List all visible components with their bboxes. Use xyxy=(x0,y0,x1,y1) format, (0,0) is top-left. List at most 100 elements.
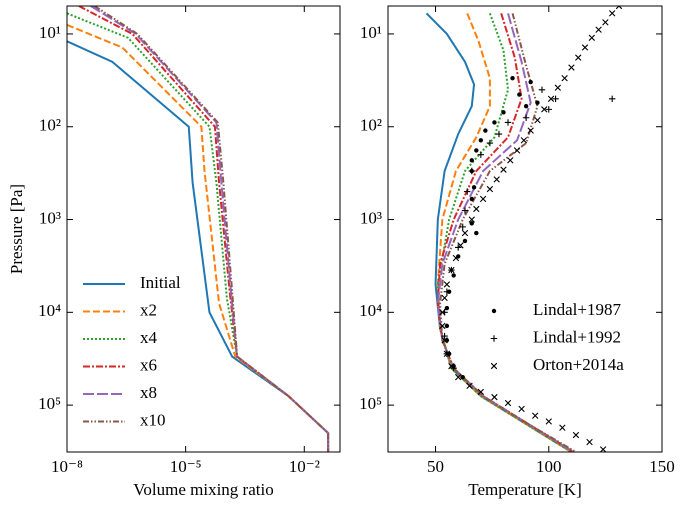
marker-x xyxy=(568,64,575,71)
y-tick-label: 10¹ xyxy=(39,23,61,42)
marker-x xyxy=(461,229,469,237)
marker-x xyxy=(520,137,528,144)
marker-plus xyxy=(522,114,530,121)
marker-plus xyxy=(538,86,546,94)
marker-x xyxy=(527,127,534,134)
x-tick-label: 100 xyxy=(536,457,562,476)
marker-x xyxy=(448,266,455,274)
marker-x xyxy=(588,34,595,41)
y-tick-label: 10² xyxy=(360,116,382,135)
marker-plus xyxy=(459,223,466,231)
y-tick-label: 10⁴ xyxy=(359,301,382,320)
legend-label: x10 xyxy=(140,410,166,429)
y-tick-label: 10² xyxy=(39,116,61,135)
plot-area xyxy=(67,6,330,452)
legend-label: x2 xyxy=(140,300,157,319)
marker-x xyxy=(493,176,500,183)
marker-dot xyxy=(492,120,497,125)
marker-dot xyxy=(462,238,468,244)
marker-plus xyxy=(441,332,448,340)
y-tick-label: 10³ xyxy=(360,208,382,227)
marker-x xyxy=(477,388,485,396)
marker-x xyxy=(452,254,460,262)
marker-x xyxy=(441,337,448,344)
marker-x xyxy=(473,205,480,213)
marker-plus xyxy=(495,130,503,138)
marker-dot xyxy=(517,92,522,97)
marker-plus xyxy=(468,167,475,175)
marker-dot xyxy=(469,221,474,226)
marker-x xyxy=(532,412,539,419)
marker-x xyxy=(457,242,464,249)
x-tick-label: 150 xyxy=(649,457,675,476)
series-line xyxy=(436,12,572,452)
plot-area xyxy=(425,6,623,452)
marker-dot xyxy=(451,273,456,278)
series-line xyxy=(436,13,575,452)
marker-x xyxy=(500,166,507,173)
marker-x xyxy=(575,54,582,61)
marker-x xyxy=(554,84,562,91)
marker-x xyxy=(602,19,609,26)
marker-x xyxy=(490,362,498,370)
marker-x xyxy=(486,185,494,193)
marker-dot xyxy=(501,110,506,115)
series-line xyxy=(425,12,572,452)
y-axis-label: Pressure [Pa] xyxy=(7,184,26,274)
marker-dot xyxy=(444,305,450,311)
series-line xyxy=(78,6,330,452)
marker-x xyxy=(448,362,455,370)
x-tick-label: 10⁻⁸ xyxy=(51,457,83,476)
legend-label: x6 xyxy=(140,355,157,374)
marker-dot xyxy=(474,148,479,153)
marker-x xyxy=(491,393,498,401)
x-tick-label: 50 xyxy=(427,457,444,476)
marker-plus xyxy=(490,335,498,342)
marker-dot xyxy=(469,158,474,163)
marker-x xyxy=(466,382,473,390)
marker-x xyxy=(518,405,525,413)
series-line xyxy=(94,6,330,452)
marker-dot xyxy=(444,323,450,329)
marker-plus xyxy=(461,207,469,214)
legend-label: Initial xyxy=(140,273,181,292)
y-tick-label: 10⁵ xyxy=(359,394,382,413)
x-tick-label: 10⁻⁵ xyxy=(170,457,202,476)
marker-x xyxy=(468,216,475,223)
marker-x xyxy=(541,106,548,113)
marker-x xyxy=(572,431,580,439)
x-tick-label: 10⁻² xyxy=(289,457,320,476)
marker-x xyxy=(534,116,541,124)
x-axis-label: Volume mixing ratio xyxy=(133,480,273,499)
marker-x xyxy=(504,399,512,407)
y-tick-label: 10³ xyxy=(39,208,61,227)
marker-x xyxy=(507,157,514,164)
marker-dot xyxy=(474,230,479,236)
marker-dot xyxy=(528,79,533,85)
y-tick-label: 10⁵ xyxy=(38,394,61,413)
marker-dot xyxy=(471,185,477,190)
marker-dot xyxy=(460,374,465,380)
marker-dot xyxy=(510,76,515,81)
legend-label: Lindal+1987 xyxy=(533,300,621,319)
marker-x xyxy=(599,446,607,452)
axes-frame xyxy=(387,5,663,453)
marker-x xyxy=(615,6,623,10)
marker-x xyxy=(439,322,446,330)
marker-x xyxy=(441,294,448,302)
marker-x xyxy=(561,75,568,82)
marker-dot xyxy=(469,196,474,202)
series-line xyxy=(439,13,577,452)
marker-x xyxy=(608,10,616,17)
axes-frame xyxy=(66,5,341,453)
marker-plus xyxy=(464,188,471,195)
legend-label: Lindal+1992 xyxy=(533,327,621,346)
series-line xyxy=(67,24,330,452)
marker-x xyxy=(513,147,521,154)
marker-x xyxy=(455,374,462,381)
marker-dot xyxy=(478,138,484,143)
marker-x xyxy=(586,438,593,446)
marker-x xyxy=(559,424,566,431)
series-line xyxy=(67,12,330,452)
